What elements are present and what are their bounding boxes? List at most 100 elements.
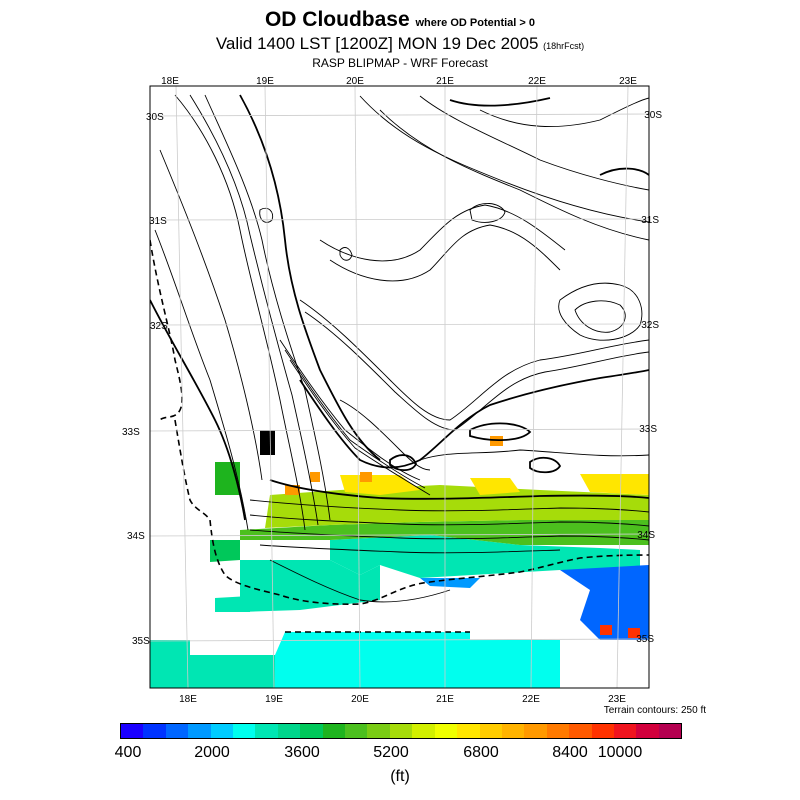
right-lat-label: 34S (637, 530, 655, 541)
left-lat-label: 31S (149, 216, 167, 227)
terrain-contour (419, 449, 649, 461)
title-main: OD Cloudbase (264, 8, 410, 31)
fill-region (470, 640, 560, 688)
terrain-contour (289, 359, 431, 496)
fill-region (150, 640, 275, 688)
right-lat-label: 33S (639, 424, 657, 435)
terrain-contour (469, 203, 506, 223)
legend-tick-label: 8400 (552, 744, 588, 761)
terrain-contour (419, 95, 649, 191)
map-frame (149, 85, 650, 689)
legend-swatch (143, 724, 166, 738)
legend-swatch (233, 724, 256, 738)
top-lon-label: 22E (528, 76, 546, 87)
fill-region (240, 520, 649, 545)
fill-region (240, 560, 380, 612)
legend-swatch (412, 724, 435, 738)
terrain-contour (319, 204, 566, 262)
terrain-contour (284, 349, 426, 489)
terrain-contour (558, 282, 643, 341)
legend-tick-label: 5200 (373, 744, 409, 761)
coastline-path (150, 239, 649, 605)
terrain-contour (379, 109, 649, 241)
legend-tick-label: 3600 (284, 744, 320, 761)
terrain-contour (299, 299, 649, 421)
top-lon-label: 21E (436, 76, 454, 87)
top-lon-label: 23E (619, 76, 637, 87)
legend-swatch (457, 724, 480, 738)
bottom-lon-label: 20E (351, 694, 369, 705)
terrain-contour (249, 529, 649, 541)
top-lon-label: 18E (161, 76, 179, 87)
fill-region (580, 474, 649, 495)
fill-region (330, 535, 640, 578)
terrain-contour (159, 149, 263, 481)
parallel-line (150, 428, 649, 432)
fill-region (310, 472, 320, 482)
legend-swatch (389, 724, 413, 738)
left-lat-label: 35S (132, 636, 150, 647)
right-lat-label: 30S (644, 110, 662, 121)
legend-swatch (658, 724, 682, 738)
map-subtitle: RASP BLIPMAP - WRF Forecast (312, 56, 488, 70)
terrain-contour (479, 97, 649, 128)
terrain-contour (449, 97, 551, 107)
legend-swatch (277, 724, 301, 738)
bottom-lon-label: 23E (608, 694, 626, 705)
legend-swatch (479, 724, 502, 738)
left-lat-label: 34S (127, 531, 145, 542)
legend-swatch (546, 724, 570, 738)
terrain-contour (329, 224, 561, 282)
fill-region (215, 596, 250, 612)
legend-tick-label: 6800 (463, 744, 499, 761)
parallel-line (150, 323, 649, 326)
terrain-contour (154, 229, 249, 531)
legend-swatch (569, 724, 592, 738)
terrain-contour (189, 94, 319, 526)
meridian-line (264, 86, 275, 688)
terrain-contour (389, 454, 417, 472)
map-title: OD Cloudbase where OD Potential > 0 (0, 8, 800, 32)
terrain-contour (529, 456, 562, 474)
bottom-lon-label: 19E (265, 694, 283, 705)
terrain-contour (204, 94, 331, 521)
fill-region (470, 478, 520, 495)
color-fill-layer (150, 430, 649, 688)
legend-swatch (367, 724, 390, 738)
legend-swatch (188, 724, 211, 738)
terrain-contour (239, 94, 381, 461)
legend-tick-label: 10000 (597, 744, 643, 761)
parallel-line (150, 113, 649, 117)
terrain-contour (249, 499, 649, 513)
coastline (150, 239, 649, 633)
meridian-line (616, 86, 629, 688)
terrain-contour-note: Terrain contours: 250 ft (603, 705, 706, 716)
top-lon-label: 20E (346, 76, 364, 87)
terrain-contour (249, 514, 649, 527)
legend-swatch (300, 724, 323, 738)
bottom-lon-label: 18E (179, 694, 197, 705)
valid-time: Valid 1400 LST [1200Z] MON 19 Dec 2005 (215, 34, 539, 53)
fill-region (260, 430, 275, 455)
meridian-line (530, 86, 538, 688)
legend-swatch (636, 724, 659, 738)
terrain-contour (174, 94, 306, 531)
legend-swatch (345, 724, 368, 738)
valid-time-line: Valid 1400 LST [1200Z] MON 19 Dec 2005 (… (0, 34, 800, 54)
map-background (150, 86, 649, 688)
legend-tick-label: 400 (114, 744, 142, 761)
terrain-contour (359, 95, 649, 223)
right-lat-label: 32S (641, 320, 659, 331)
map-axis-labels: 18E 19E 20E 21E 22E 23E 18E 19E 20E 21E … (122, 76, 662, 705)
forecast-tag: (18hrFcst) (543, 41, 585, 51)
legend-swatch (613, 724, 637, 738)
fill-region (360, 472, 372, 482)
fill-region (560, 565, 649, 640)
right-lat-label: 31S (641, 215, 659, 226)
left-lat-label: 32S (150, 321, 168, 332)
terrain-contour (469, 422, 532, 441)
terrain-contour (259, 544, 561, 554)
fill-region (490, 436, 503, 446)
legend-units: (ft) (390, 768, 410, 785)
